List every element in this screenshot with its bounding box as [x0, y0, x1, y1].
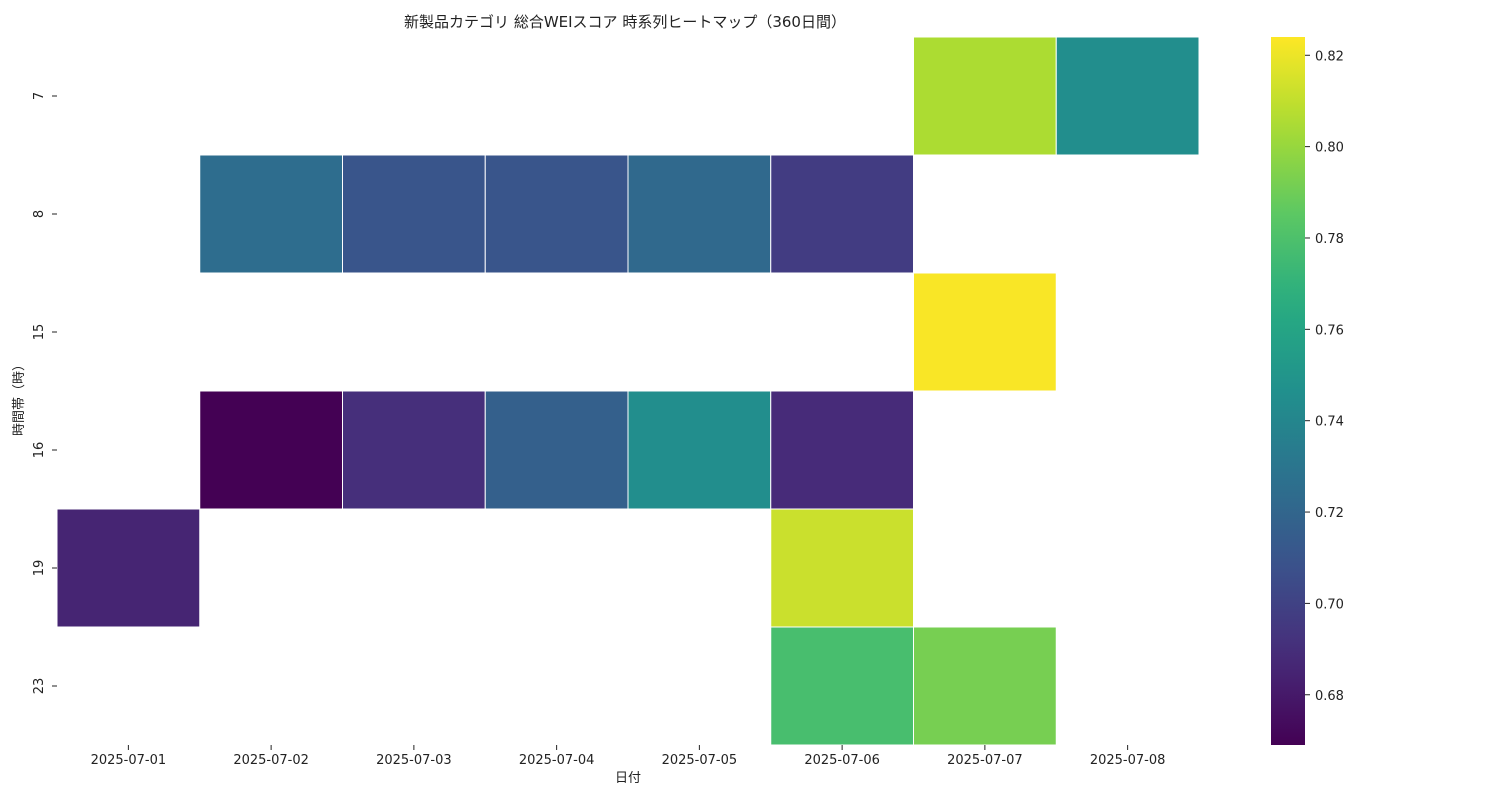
x-tick-label: 2025-07-03 — [376, 753, 452, 768]
y-tick-label: 16 — [32, 442, 47, 459]
colorbar-tick-label: 0.80 — [1315, 141, 1344, 156]
colorbar-tick-label: 0.82 — [1315, 49, 1344, 64]
y-axis-label: 時間帯（時） — [12, 358, 27, 436]
colorbar-tick-label: 0.68 — [1315, 689, 1344, 704]
colorbar — [1271, 37, 1305, 745]
x-tick-label: 2025-07-04 — [519, 753, 595, 768]
heatmap-cell — [56, 508, 201, 628]
x-tick-label: 2025-07-01 — [91, 753, 167, 768]
colorbar-tick-label: 0.78 — [1315, 232, 1344, 247]
heatmap-cell — [1055, 36, 1200, 156]
x-axis-label: 日付 — [615, 771, 641, 786]
colorbar-tick-label: 0.72 — [1315, 506, 1344, 521]
y-tick-label: 19 — [32, 560, 47, 577]
heatmap-cell — [913, 272, 1057, 392]
x-axis-ticks: 2025-07-01 2025-07-02 2025-07-03 2025-07-04… — [91, 745, 1166, 768]
colorbar-tick-label: 0.70 — [1315, 597, 1344, 612]
heatmap-cell — [484, 154, 629, 274]
x-tick-label: 2025-07-08 — [1090, 753, 1166, 768]
heatmap-cell — [484, 390, 629, 510]
y-axis-ticks: 7 8 15 16 19 23 — [32, 92, 57, 694]
x-tick-label: 2025-07-02 — [233, 753, 309, 768]
heatmap-cell — [342, 390, 486, 510]
colorbar-tick-label: 0.76 — [1315, 323, 1344, 338]
colorbar-ticks: 0.68 0.70 0.72 0.74 0.76 0.78 0.80 0.82 — [1305, 49, 1344, 704]
heatmap-cells — [56, 36, 1200, 746]
chart-title: 新製品カテゴリ 総合WEIスコア 時系列ヒートマップ（360日間） — [404, 13, 846, 31]
heatmap-cell — [913, 626, 1057, 746]
y-tick-label: 15 — [32, 324, 47, 341]
heatmap-cell — [770, 626, 914, 746]
heatmap-cell — [913, 36, 1057, 156]
x-tick-label: 2025-07-07 — [947, 753, 1023, 768]
y-tick-label: 7 — [32, 92, 47, 100]
x-tick-label: 2025-07-05 — [662, 753, 738, 768]
heatmap-cell — [199, 154, 343, 274]
colorbar-tick-label: 0.74 — [1315, 415, 1344, 430]
heatmap-cell — [342, 154, 486, 274]
heatmap-cell — [770, 390, 914, 510]
heatmap-cell — [627, 154, 772, 274]
heatmap-cell — [770, 154, 914, 274]
y-tick-label: 23 — [32, 678, 47, 695]
heatmap-cell — [199, 390, 343, 510]
heatmap-cell — [770, 508, 914, 628]
heatmap-cell — [627, 390, 772, 510]
x-tick-label: 2025-07-06 — [804, 753, 880, 768]
y-tick-label: 8 — [32, 210, 47, 218]
